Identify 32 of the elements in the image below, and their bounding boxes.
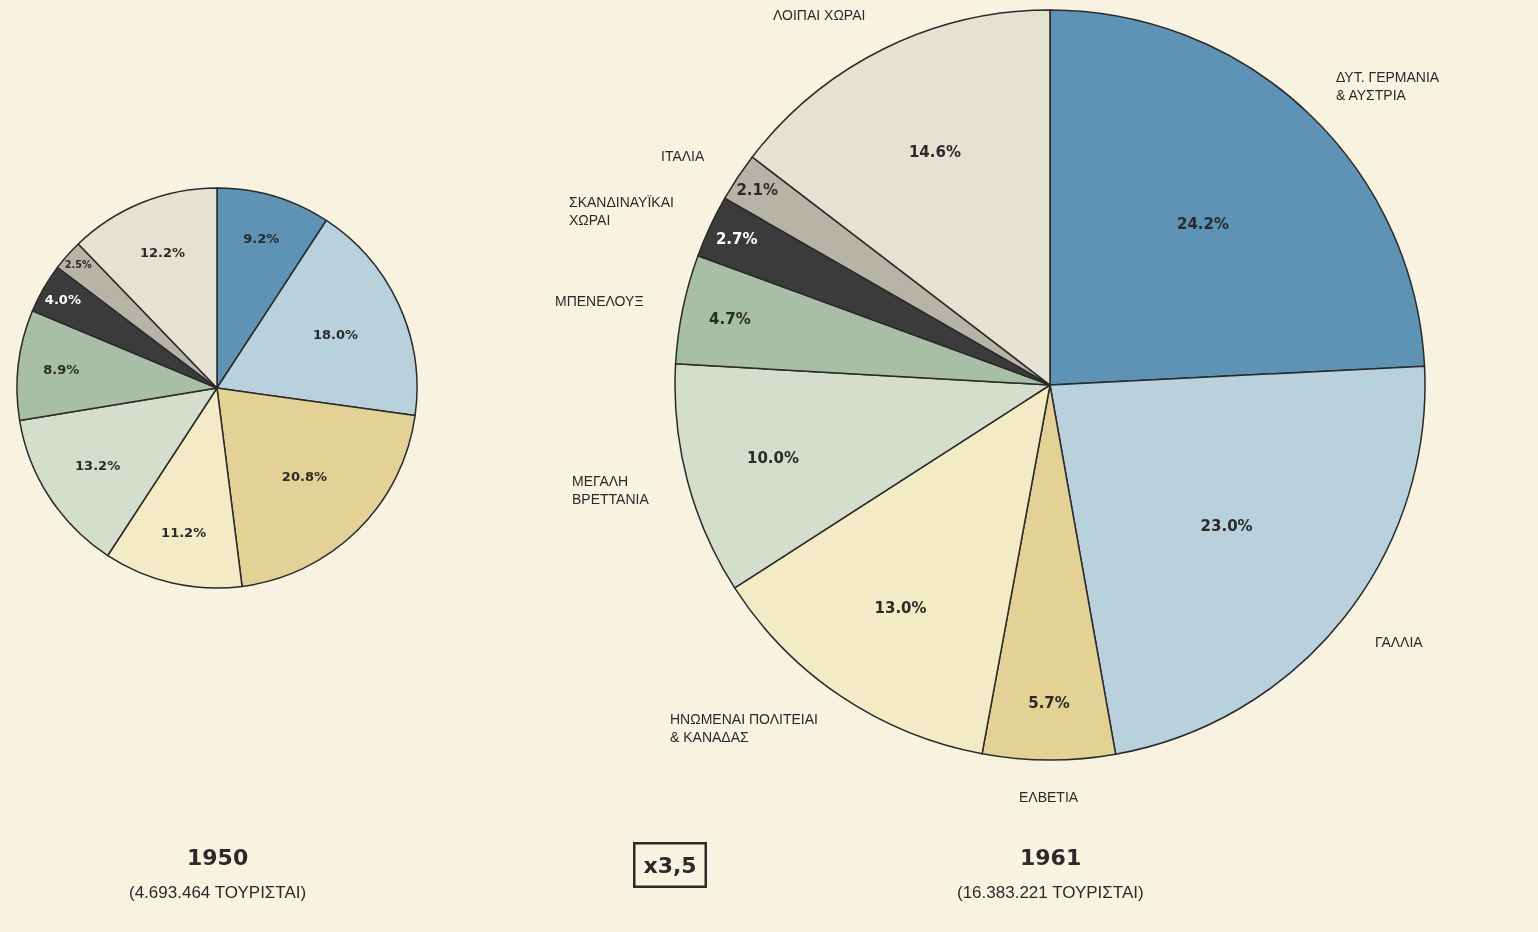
text: (16.383.221 ΤΟΥΡΙΣΤΑΙ) bbox=[957, 883, 1144, 902]
data-label: 4.7% bbox=[709, 309, 751, 328]
data-label: 20.8% bbox=[281, 469, 327, 484]
data-label: 13.0% bbox=[874, 598, 927, 617]
slice-label: ΙΤΑΛΙΑ bbox=[661, 148, 705, 164]
slice-label: ΓΑΛΛΙΑ bbox=[1375, 634, 1424, 650]
text: 1961 bbox=[1020, 845, 1082, 870]
text: (4.693.464 ΤΟΥΡΙΣΤΑΙ) bbox=[129, 883, 307, 902]
data-label: 2.1% bbox=[736, 181, 778, 200]
slice-label: ΗΝΩΜΕΝΑΙ ΠΟΛΙΤΕΙΑΙ & ΚΑΝΑΔΑΣ bbox=[670, 711, 818, 746]
data-label: 9.2% bbox=[243, 231, 280, 247]
data-label: 10.0% bbox=[746, 448, 799, 467]
data-label: 4.0% bbox=[44, 291, 81, 307]
slice-label: ΜΠΕΝΕΛΟΥΞ bbox=[555, 293, 644, 309]
data-label: 14.6% bbox=[908, 142, 961, 161]
slice-label: ΔΥΤ. ΓΕΡΜΑΝΙΑ & ΑΥΣΤΡΙΑ bbox=[1336, 69, 1440, 104]
slice-label: ΣΚΑΝΔΙΝΑΥΪΚΑΙ ΧΩΡΑΙ bbox=[569, 194, 674, 229]
slice-label: ΜΕΓΑΛΗ ΒΡΕΤΤΑΝΙΑ bbox=[572, 473, 650, 508]
text: x3,5 bbox=[643, 852, 697, 878]
slice-label: ΕΛΒΕΤΙΑ bbox=[1019, 789, 1079, 805]
data-label: 13.2% bbox=[75, 458, 121, 474]
text: 1950 bbox=[187, 845, 249, 870]
data-label: 23.0% bbox=[1200, 516, 1253, 535]
data-label: 11.2% bbox=[161, 525, 207, 541]
data-label: 24.2% bbox=[1176, 215, 1230, 234]
data-label: 5.7% bbox=[1028, 694, 1070, 713]
slice-label: ΛΟΙΠΑΙ ΧΩΡΑΙ bbox=[773, 7, 866, 23]
data-label: 12.2% bbox=[140, 245, 186, 261]
data-label: 18.0% bbox=[312, 326, 359, 342]
data-label: 8.9% bbox=[43, 362, 80, 378]
data-label: 2.7% bbox=[715, 229, 758, 248]
data-label: 2.5% bbox=[64, 259, 92, 271]
